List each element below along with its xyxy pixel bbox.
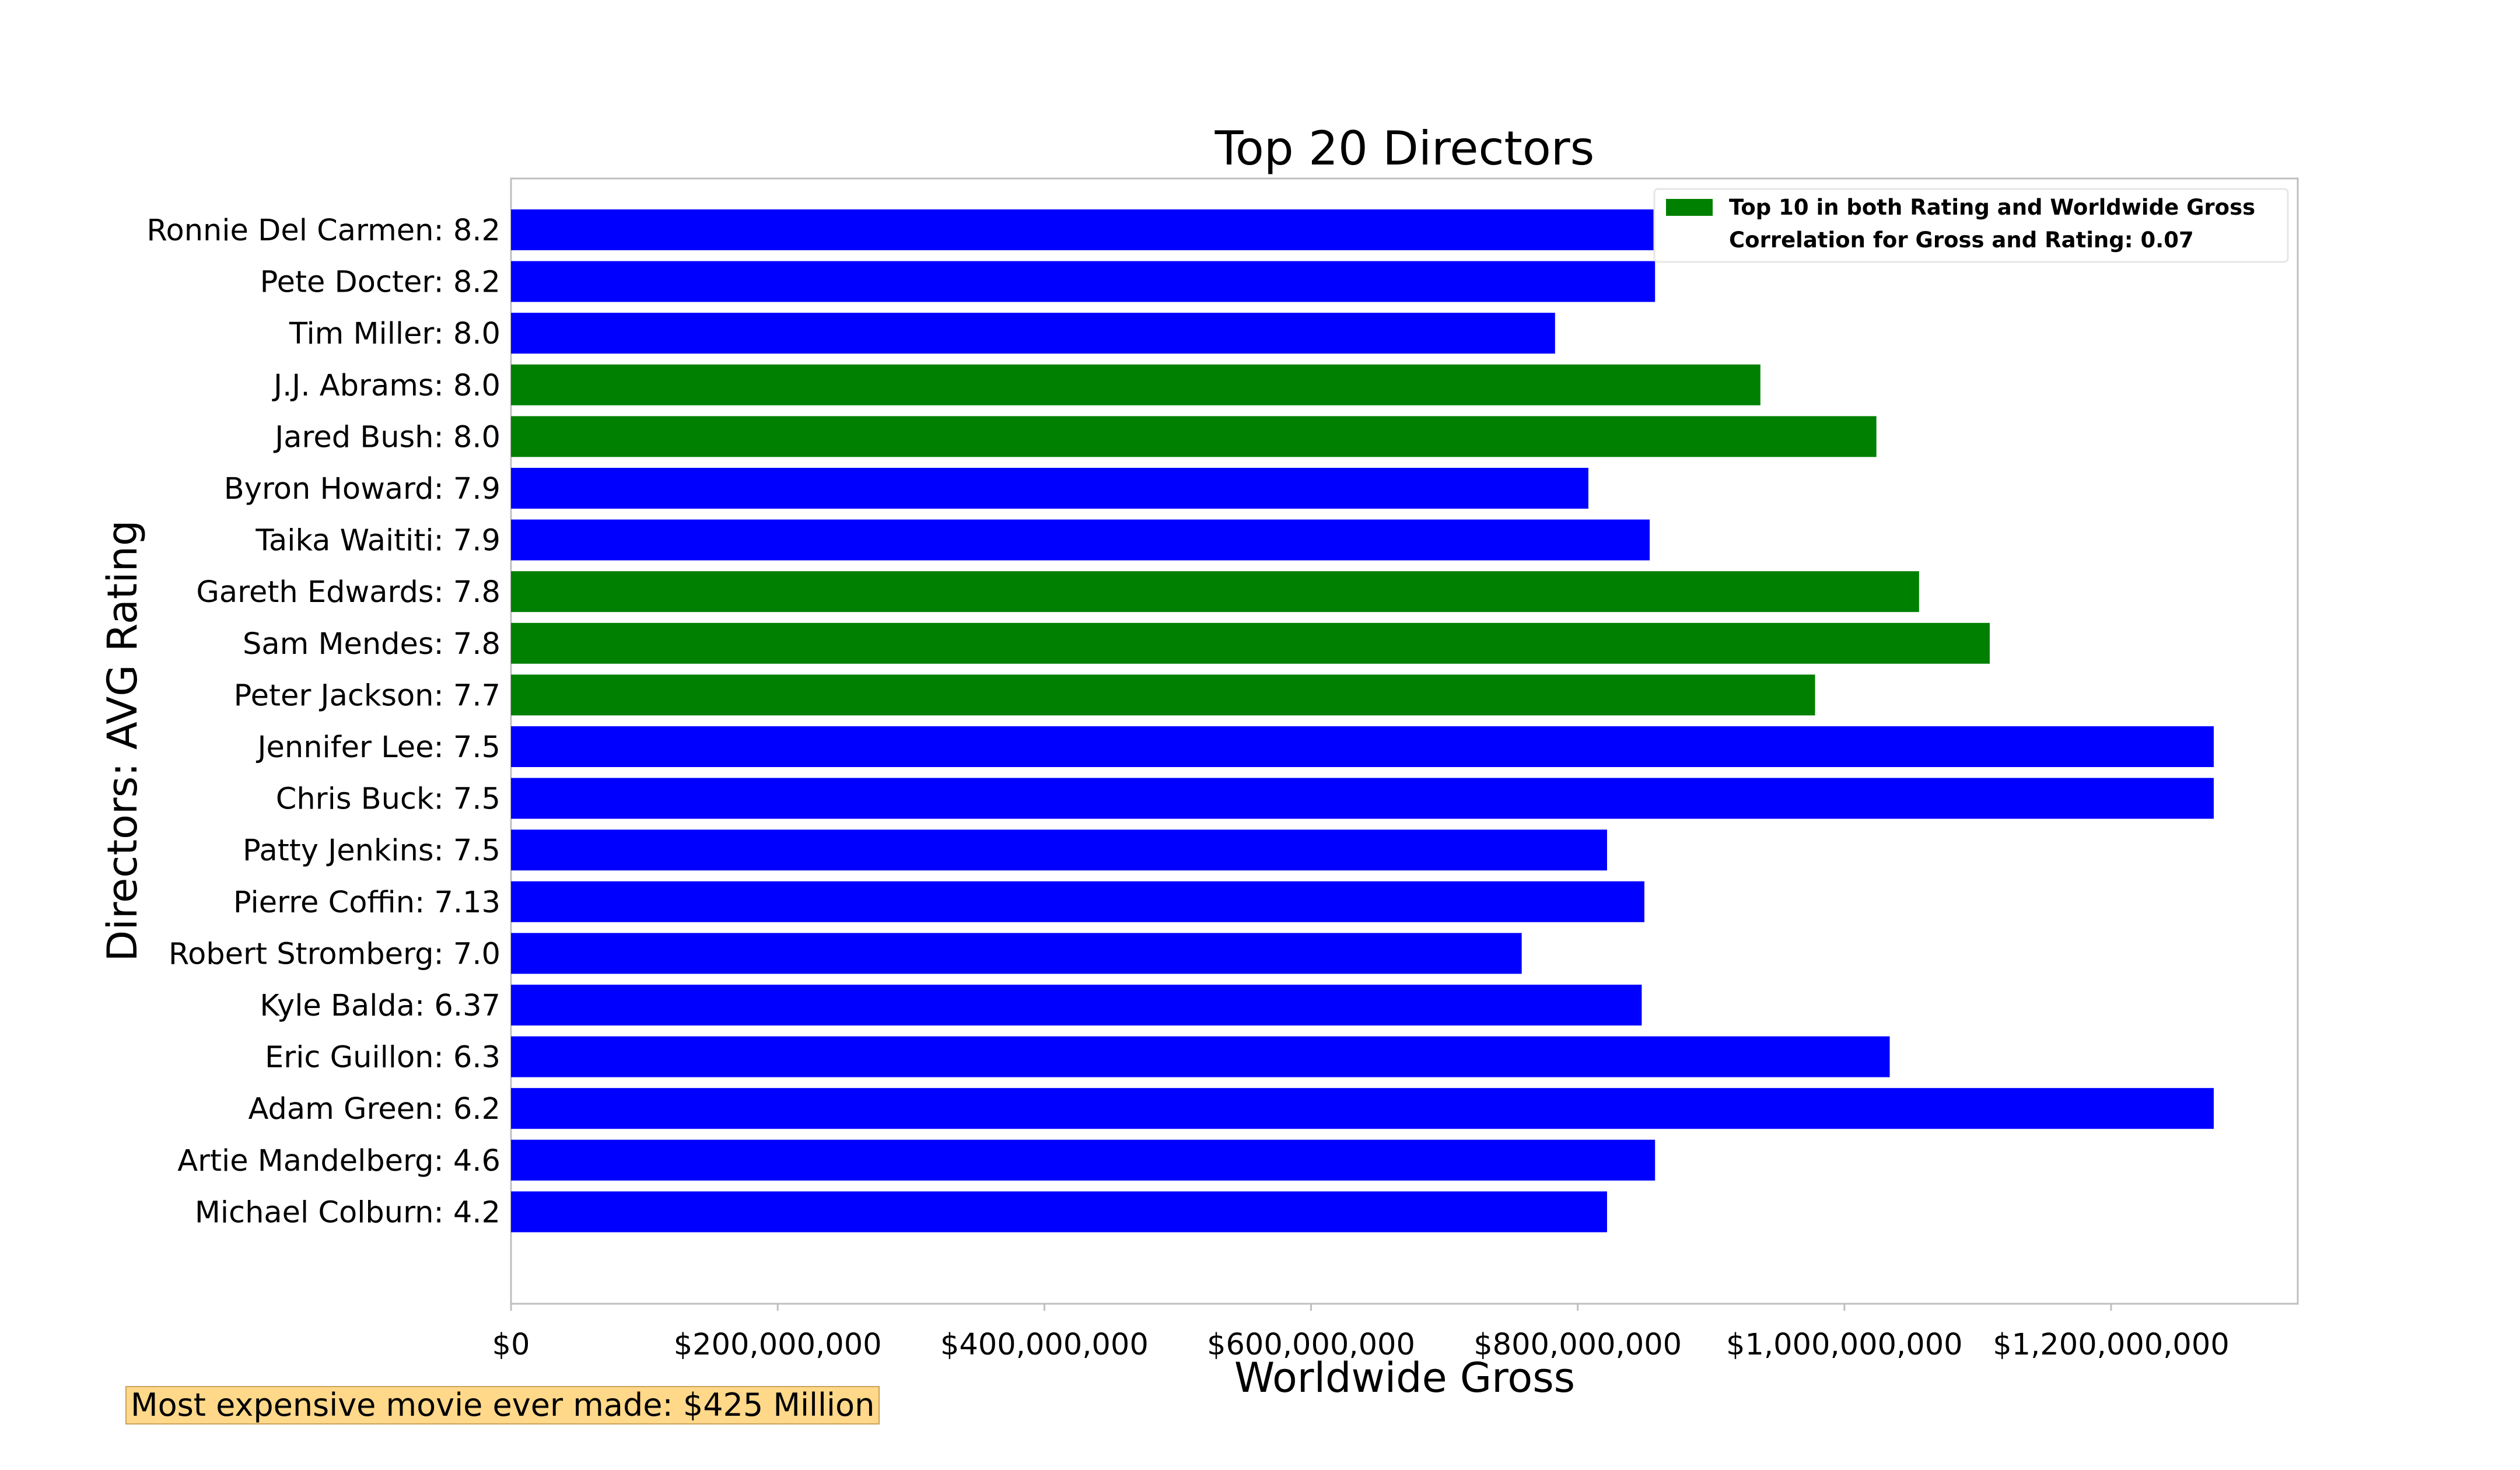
x-tick-label: $200,000,000 [674,1328,882,1362]
y-tick-label: Adam Green: 6.2 [249,1092,501,1126]
y-tick-label: Eric Guillon: 6.3 [265,1041,501,1075]
y-tick-label: Pierre Coffin: 7.13 [233,886,501,920]
y-tick-label: Chris Buck: 7.5 [276,782,501,817]
bar [511,985,1642,1026]
y-axis-title: Directors: AVG Rating [99,520,146,962]
x-tick-label: $400,000,000 [940,1328,1149,1362]
y-tick-label: Michael Colburn: 4.2 [195,1195,501,1230]
y-tick-label: Tim Miller: 8.0 [289,317,501,351]
y-tick-label: Patty Jenkins: 7.5 [243,834,501,868]
y-tick-label: Kyle Balda: 6.37 [260,989,501,1023]
y-tick-label: Jared Bush: 8.0 [273,420,501,454]
y-tick-label: Gareth Edwards: 7.8 [196,575,501,610]
bar [511,416,1877,457]
bar [511,468,1588,509]
chart-title: Top 20 Directors [1214,121,1595,176]
x-tick-labels: $0 $200,000,000 $400,000,000 $600,000,000 $8… [492,1304,2230,1362]
y-tick-label: Robert Stromberg: 7.0 [169,937,501,971]
bar [511,1036,1890,1077]
y-tick-label: J.J. Abrams: 8.0 [272,369,501,403]
bar [511,726,2214,767]
bar [511,313,1555,354]
y-tick-label: Artie Mandelberg: 4.6 [177,1144,501,1178]
x-tick-label: $1,000,000,000 [1726,1328,1963,1362]
y-tick-label: Ronnie Del Carmen: 8.2 [146,214,501,248]
y-tick-label: Byron Howard: 7.9 [224,472,501,506]
bar [511,1191,1607,1233]
bar [511,209,1656,250]
y-tick-labels: Ronnie Del Carmen: 8.2 Pete Docter: 8.2 Ti… [146,214,501,1230]
bar [511,571,1919,612]
x-tick-label: $1,200,000,000 [1993,1328,2230,1362]
bar [511,261,1656,302]
legend: Top 10 in both Rating and Worldwide Gros… [1653,188,2289,263]
bar [511,881,1644,922]
y-tick-label: Taika Waititi: 7.9 [255,524,501,558]
bar [511,933,1522,974]
bar [511,622,1990,664]
bar [511,1088,2214,1129]
legend-swatch-highlight [1666,199,1713,216]
bar [511,364,1760,405]
y-tick-label: Peter Jackson: 7.7 [234,678,501,713]
y-tick-label: Jennifer Lee: 7.5 [256,730,501,765]
x-tick-label: $600,000,000 [1207,1328,1415,1362]
x-tick-label: $0 [492,1328,530,1362]
bars [511,209,2214,1233]
bar [511,778,2214,819]
bar [511,674,1815,716]
bar [511,519,1650,561]
legend-entry-correlation: Correlation for Gross and Rating: 0.07 [1729,228,2194,253]
legend-entry-highlight: Top 10 in both Rating and Worldwide Gros… [1729,195,2255,220]
y-tick-label: Sam Mendes: 7.8 [243,627,501,662]
legend-frame [1653,188,2289,263]
x-tick-label: $800,000,000 [1474,1328,1682,1362]
bar [511,830,1607,871]
y-tick-label: Pete Docter: 8.2 [260,265,501,300]
bar [511,1139,1656,1181]
annotation-box: Most expensive movie ever made: $425 Mil… [125,1386,880,1424]
x-axis-title: Worldwide Gross [1234,1354,1575,1402]
